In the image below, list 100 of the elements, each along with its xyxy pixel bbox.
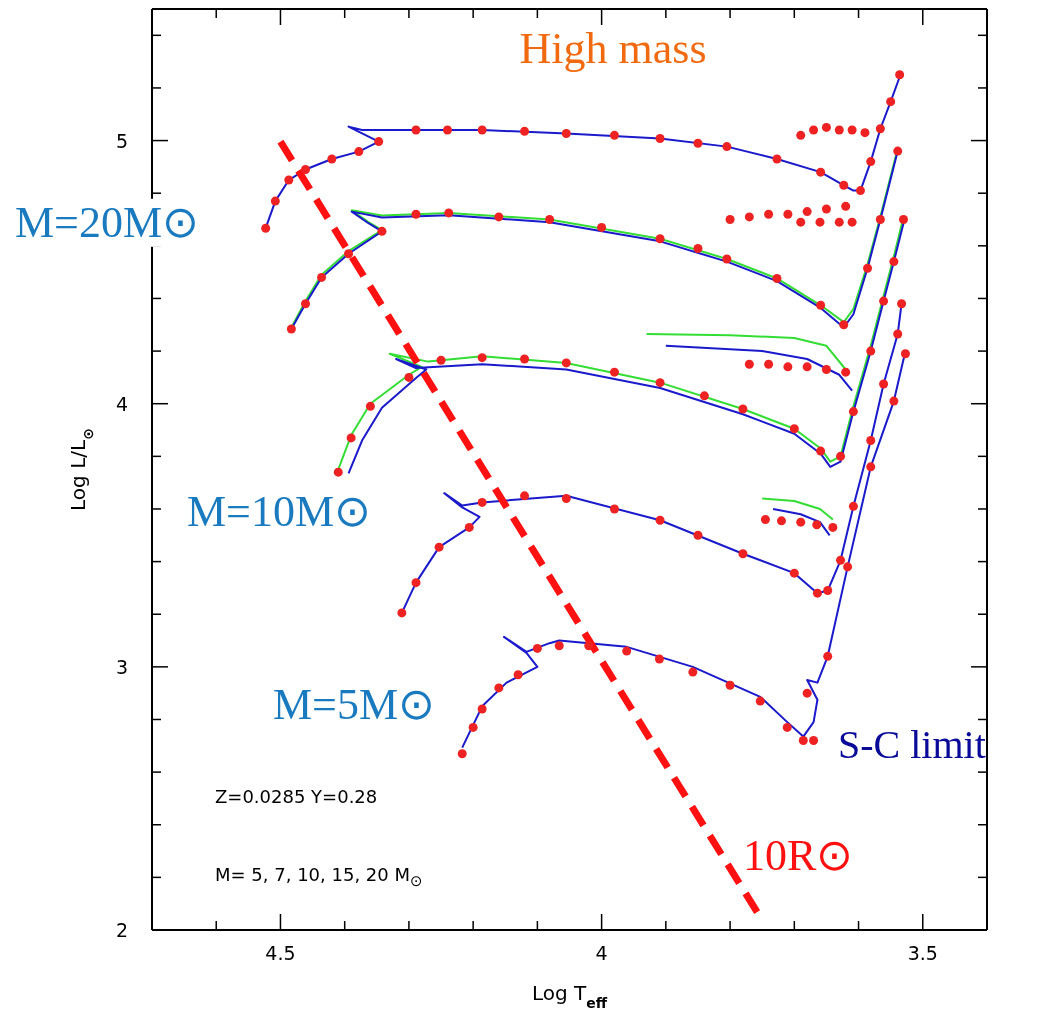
point (812, 588, 822, 598)
point (789, 568, 799, 578)
point (772, 273, 782, 283)
point (327, 154, 337, 164)
point (411, 578, 421, 588)
point (889, 396, 899, 406)
point (783, 362, 793, 372)
point (404, 372, 414, 382)
x-tick-label: 4.5 (265, 942, 296, 964)
point (755, 696, 765, 706)
point (823, 651, 833, 661)
point (834, 125, 844, 135)
point (860, 128, 870, 138)
point (725, 215, 735, 225)
point (654, 654, 664, 664)
point (317, 272, 327, 282)
point (622, 646, 632, 656)
point (301, 165, 311, 175)
series-label: 10R⊙ (742, 831, 854, 881)
point (655, 515, 665, 525)
point (468, 722, 478, 732)
point (796, 217, 806, 227)
point (597, 222, 607, 232)
point (809, 736, 819, 746)
point (772, 154, 782, 164)
point (609, 130, 619, 140)
chart-title: High mass (519, 22, 707, 74)
point (798, 736, 808, 746)
point (847, 217, 857, 227)
point (411, 209, 421, 219)
point (520, 491, 530, 501)
point (561, 358, 571, 368)
line-series (761, 497, 834, 521)
point (722, 254, 732, 264)
point (866, 462, 876, 472)
point (520, 126, 530, 136)
point (270, 196, 280, 206)
point (561, 493, 571, 503)
point (722, 142, 732, 152)
point (609, 504, 619, 514)
point (889, 257, 899, 267)
point (895, 70, 905, 80)
x-tick-label: 4 (595, 942, 608, 964)
point (834, 217, 844, 227)
point (789, 424, 799, 434)
point (744, 359, 754, 369)
point (879, 379, 889, 389)
point (554, 641, 564, 651)
point (875, 124, 885, 134)
x-tick-label: 3.5 (907, 942, 938, 964)
point (866, 436, 876, 446)
point (520, 354, 530, 364)
point (782, 722, 792, 732)
point (839, 180, 849, 190)
point (809, 125, 819, 135)
point (301, 299, 311, 309)
annotation: M=10M⊙ (187, 486, 372, 537)
point (821, 204, 831, 214)
point (374, 137, 384, 147)
point (436, 355, 446, 365)
annotation: M= 5, 7, 10, 15, 20 M$_{⊙}$ (215, 863, 423, 890)
point (847, 125, 857, 135)
point (886, 97, 896, 107)
point (821, 122, 831, 132)
point (457, 749, 467, 759)
point (815, 217, 825, 227)
point (688, 667, 698, 677)
point (477, 497, 487, 507)
point (655, 378, 665, 388)
point (899, 215, 908, 225)
line-series (664, 344, 854, 392)
point (444, 208, 454, 218)
point (609, 367, 619, 377)
point (442, 125, 452, 135)
point (693, 530, 703, 540)
point (843, 562, 853, 572)
y-tick-label: 4 (115, 392, 129, 415)
point (346, 433, 356, 443)
annotation: S-C limit (838, 722, 986, 767)
point (897, 299, 907, 309)
point (477, 353, 487, 363)
point (900, 349, 910, 359)
point (802, 688, 812, 698)
annotation: Z=0.0285 Y=0.28 (215, 786, 378, 808)
x-axis-title: Log T$_{eff}$ (531, 981, 608, 1011)
point (848, 501, 858, 511)
point (816, 446, 826, 456)
point (693, 138, 703, 148)
point (693, 243, 703, 253)
point (776, 516, 786, 526)
point (699, 391, 709, 401)
point (513, 670, 523, 680)
point (816, 167, 826, 177)
point (879, 296, 889, 306)
point (821, 365, 831, 375)
line-series (772, 507, 831, 537)
point (477, 125, 487, 135)
point (655, 234, 665, 244)
point (584, 641, 594, 651)
point (261, 223, 271, 233)
